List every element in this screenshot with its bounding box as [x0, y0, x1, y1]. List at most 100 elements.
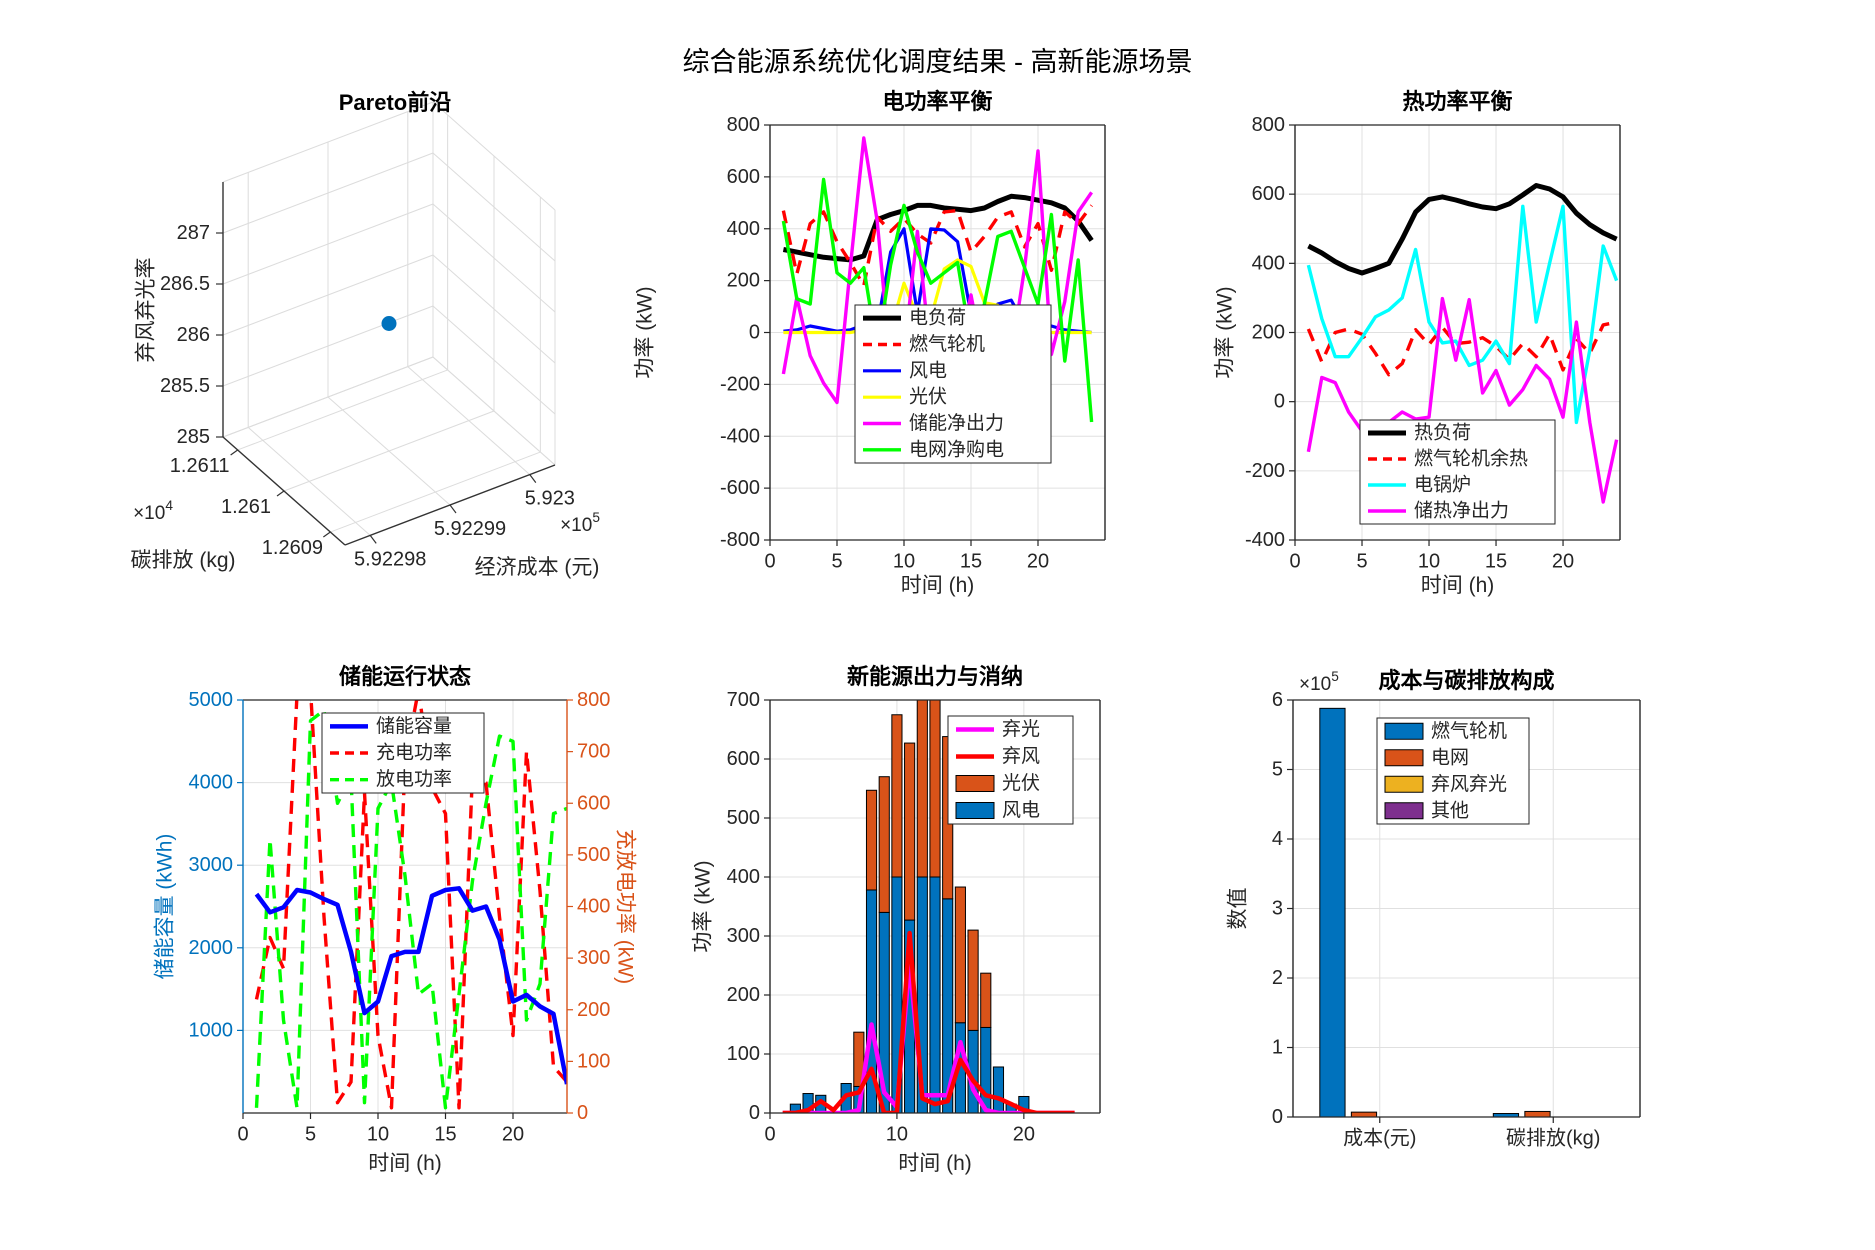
svg-text:风电: 风电 [1002, 799, 1040, 821]
svg-text:800: 800 [727, 114, 760, 136]
svg-text:10: 10 [1418, 551, 1440, 573]
svg-text:2000: 2000 [189, 937, 234, 959]
svg-text:500: 500 [577, 844, 610, 866]
svg-text:285.5: 285.5 [160, 375, 210, 397]
svg-text:15: 15 [960, 551, 982, 573]
svg-text:光伏: 光伏 [1002, 772, 1040, 794]
svg-text:功率 (kW): 功率 (kW) [634, 286, 657, 378]
svg-text:700: 700 [727, 689, 760, 711]
pareto-front-plot: 285 285.5 286 286.5 287 1.2611 1.261 1.2609 5.92… [100, 85, 620, 605]
svg-text:功率 (kW): 功率 (kW) [1214, 286, 1237, 378]
svg-text:100: 100 [577, 1050, 610, 1072]
svg-text:燃气轮机余热: 燃气轮机余热 [1414, 448, 1528, 470]
svg-text:-800: -800 [720, 529, 760, 551]
svg-text:储能容量: 储能容量 [376, 715, 452, 737]
svg-text:600: 600 [727, 166, 760, 188]
svg-text:15: 15 [1485, 551, 1507, 573]
svg-text:储能运行状态: 储能运行状态 [339, 664, 471, 689]
svg-text:0: 0 [237, 1124, 248, 1146]
svg-text:5: 5 [305, 1124, 316, 1146]
heat-power-balance-plot: 0 5 10 15 20 -400 -200 0 200 400 600 800 时间 (h) 功率 (k… [1100, 85, 1660, 615]
svg-text:200: 200 [577, 999, 610, 1021]
svg-text:储能容量 (kWh): 储能容量 (kWh) [154, 834, 177, 980]
svg-text:400: 400 [577, 896, 610, 918]
svg-text:放电功率: 放电功率 [376, 768, 452, 790]
svg-text:储热净出力: 储热净出力 [1414, 500, 1509, 522]
svg-text:600: 600 [577, 792, 610, 814]
svg-text:5: 5 [831, 551, 842, 573]
svg-text:300: 300 [577, 947, 610, 969]
svg-text:电锅炉: 电锅炉 [1414, 474, 1471, 496]
svg-text:700: 700 [577, 741, 610, 763]
svg-text:0: 0 [764, 551, 775, 573]
cost-emission-chart: 成本(元) 碳排放(kg) 0 1 2 3 4 5 6 数值 ×105 成本与碳排放构成燃气轮机电网弃… [1227, 668, 1641, 1150]
svg-text:15: 15 [434, 1124, 456, 1146]
cost-emission-plot: 成本(元) 碳排放(kg) 0 1 2 3 4 5 6 数值 ×105 成本与碳排放构成 燃气轮机 电网弃… [1150, 620, 1710, 1210]
svg-text:电功率平衡: 电功率平衡 [882, 89, 992, 114]
svg-text:电网: 电网 [1431, 746, 1469, 768]
svg-text:0: 0 [749, 1102, 760, 1124]
electric-power-balance-plot: 0 5 10 15 20 -800 -600 -400 -200 0 200 400 600 800 时间 … [620, 85, 1140, 615]
svg-text:10: 10 [893, 551, 915, 573]
pareto-front-chart: 285 285.5 286 286.5 287 1.2611 1.261 1.2609 5.92… [131, 90, 601, 579]
svg-text:285: 285 [177, 426, 210, 448]
heat-power-balance-chart: 0 5 10 15 20 -400 -200 0 200 400 600 800 时间 (h) 功率 (k… [1214, 89, 1621, 597]
svg-text:800: 800 [577, 689, 610, 711]
svg-text:弃光: 弃光 [1002, 718, 1040, 740]
svg-text:500: 500 [727, 807, 760, 829]
svg-text:0: 0 [749, 322, 760, 344]
svg-text:4000: 4000 [189, 772, 234, 794]
svg-text:400: 400 [1252, 252, 1285, 274]
svg-text:100: 100 [727, 1043, 760, 1065]
svg-text:×105: ×105 [1299, 669, 1339, 695]
svg-text:5000: 5000 [189, 689, 234, 711]
svg-text:-200: -200 [720, 373, 760, 395]
svg-text:287: 287 [177, 222, 210, 244]
svg-text:-600: -600 [720, 477, 760, 499]
svg-text:200: 200 [727, 270, 760, 292]
svg-text:0: 0 [764, 1124, 775, 1146]
svg-text:200: 200 [727, 984, 760, 1006]
svg-text:286.5: 286.5 [160, 273, 210, 295]
svg-text:5: 5 [1356, 551, 1367, 573]
svg-text:3000: 3000 [189, 854, 234, 876]
svg-text:Pareto前沿: Pareto前沿 [339, 90, 451, 115]
svg-text:弃风弃光率: 弃风弃光率 [135, 258, 158, 363]
electric-power-balance-chart: 0 5 10 15 20 -800 -600 -400 -200 0 200 400 600 800 时间 … [634, 89, 1106, 597]
svg-text:1000: 1000 [189, 1019, 234, 1041]
svg-text:储能净出力: 储能净出力 [909, 412, 1004, 434]
svg-text:800: 800 [1252, 114, 1285, 136]
svg-text:碳排放(kg): 碳排放(kg) [1506, 1127, 1600, 1150]
svg-text:1: 1 [1272, 1037, 1283, 1059]
svg-text:充电功率: 充电功率 [376, 742, 452, 764]
svg-text:×104: ×104 [133, 498, 173, 524]
svg-text:-400: -400 [720, 425, 760, 447]
svg-text:10: 10 [367, 1124, 389, 1146]
svg-text:时间 (h): 时间 (h) [368, 1152, 442, 1175]
svg-text:弃风: 弃风 [1002, 745, 1040, 767]
svg-text:200: 200 [1252, 322, 1285, 344]
svg-text:4: 4 [1272, 828, 1283, 850]
svg-text:风电: 风电 [909, 359, 947, 381]
svg-text:6: 6 [1272, 689, 1283, 711]
svg-text:20: 20 [1552, 551, 1574, 573]
svg-text:600: 600 [727, 748, 760, 770]
svg-text:数值: 数值 [1227, 888, 1250, 930]
storage-operation-chart: 0 5 10 15 20 1000 2000 3000 4000 5000 0 100 200 300 40… [154, 664, 637, 1175]
svg-text:400: 400 [727, 218, 760, 240]
svg-text:5.92299: 5.92299 [434, 518, 506, 540]
svg-text:光伏: 光伏 [909, 386, 947, 408]
svg-text:热负荷: 热负荷 [1414, 422, 1471, 444]
svg-text:电网净购电: 电网净购电 [909, 438, 1004, 460]
svg-text:弃风弃光: 弃风弃光 [1431, 773, 1507, 795]
svg-text:时间 (h): 时间 (h) [1421, 574, 1495, 597]
svg-text:-200: -200 [1245, 460, 1285, 482]
svg-text:燃气轮机: 燃气轮机 [909, 333, 985, 355]
svg-text:2: 2 [1272, 967, 1283, 989]
svg-text:其他: 其他 [1431, 799, 1469, 821]
svg-text:经济成本 (元): 经济成本 (元) [475, 556, 600, 579]
svg-text:10: 10 [886, 1124, 908, 1146]
svg-text:1.261: 1.261 [221, 496, 271, 518]
svg-text:电负荷: 电负荷 [909, 307, 966, 329]
